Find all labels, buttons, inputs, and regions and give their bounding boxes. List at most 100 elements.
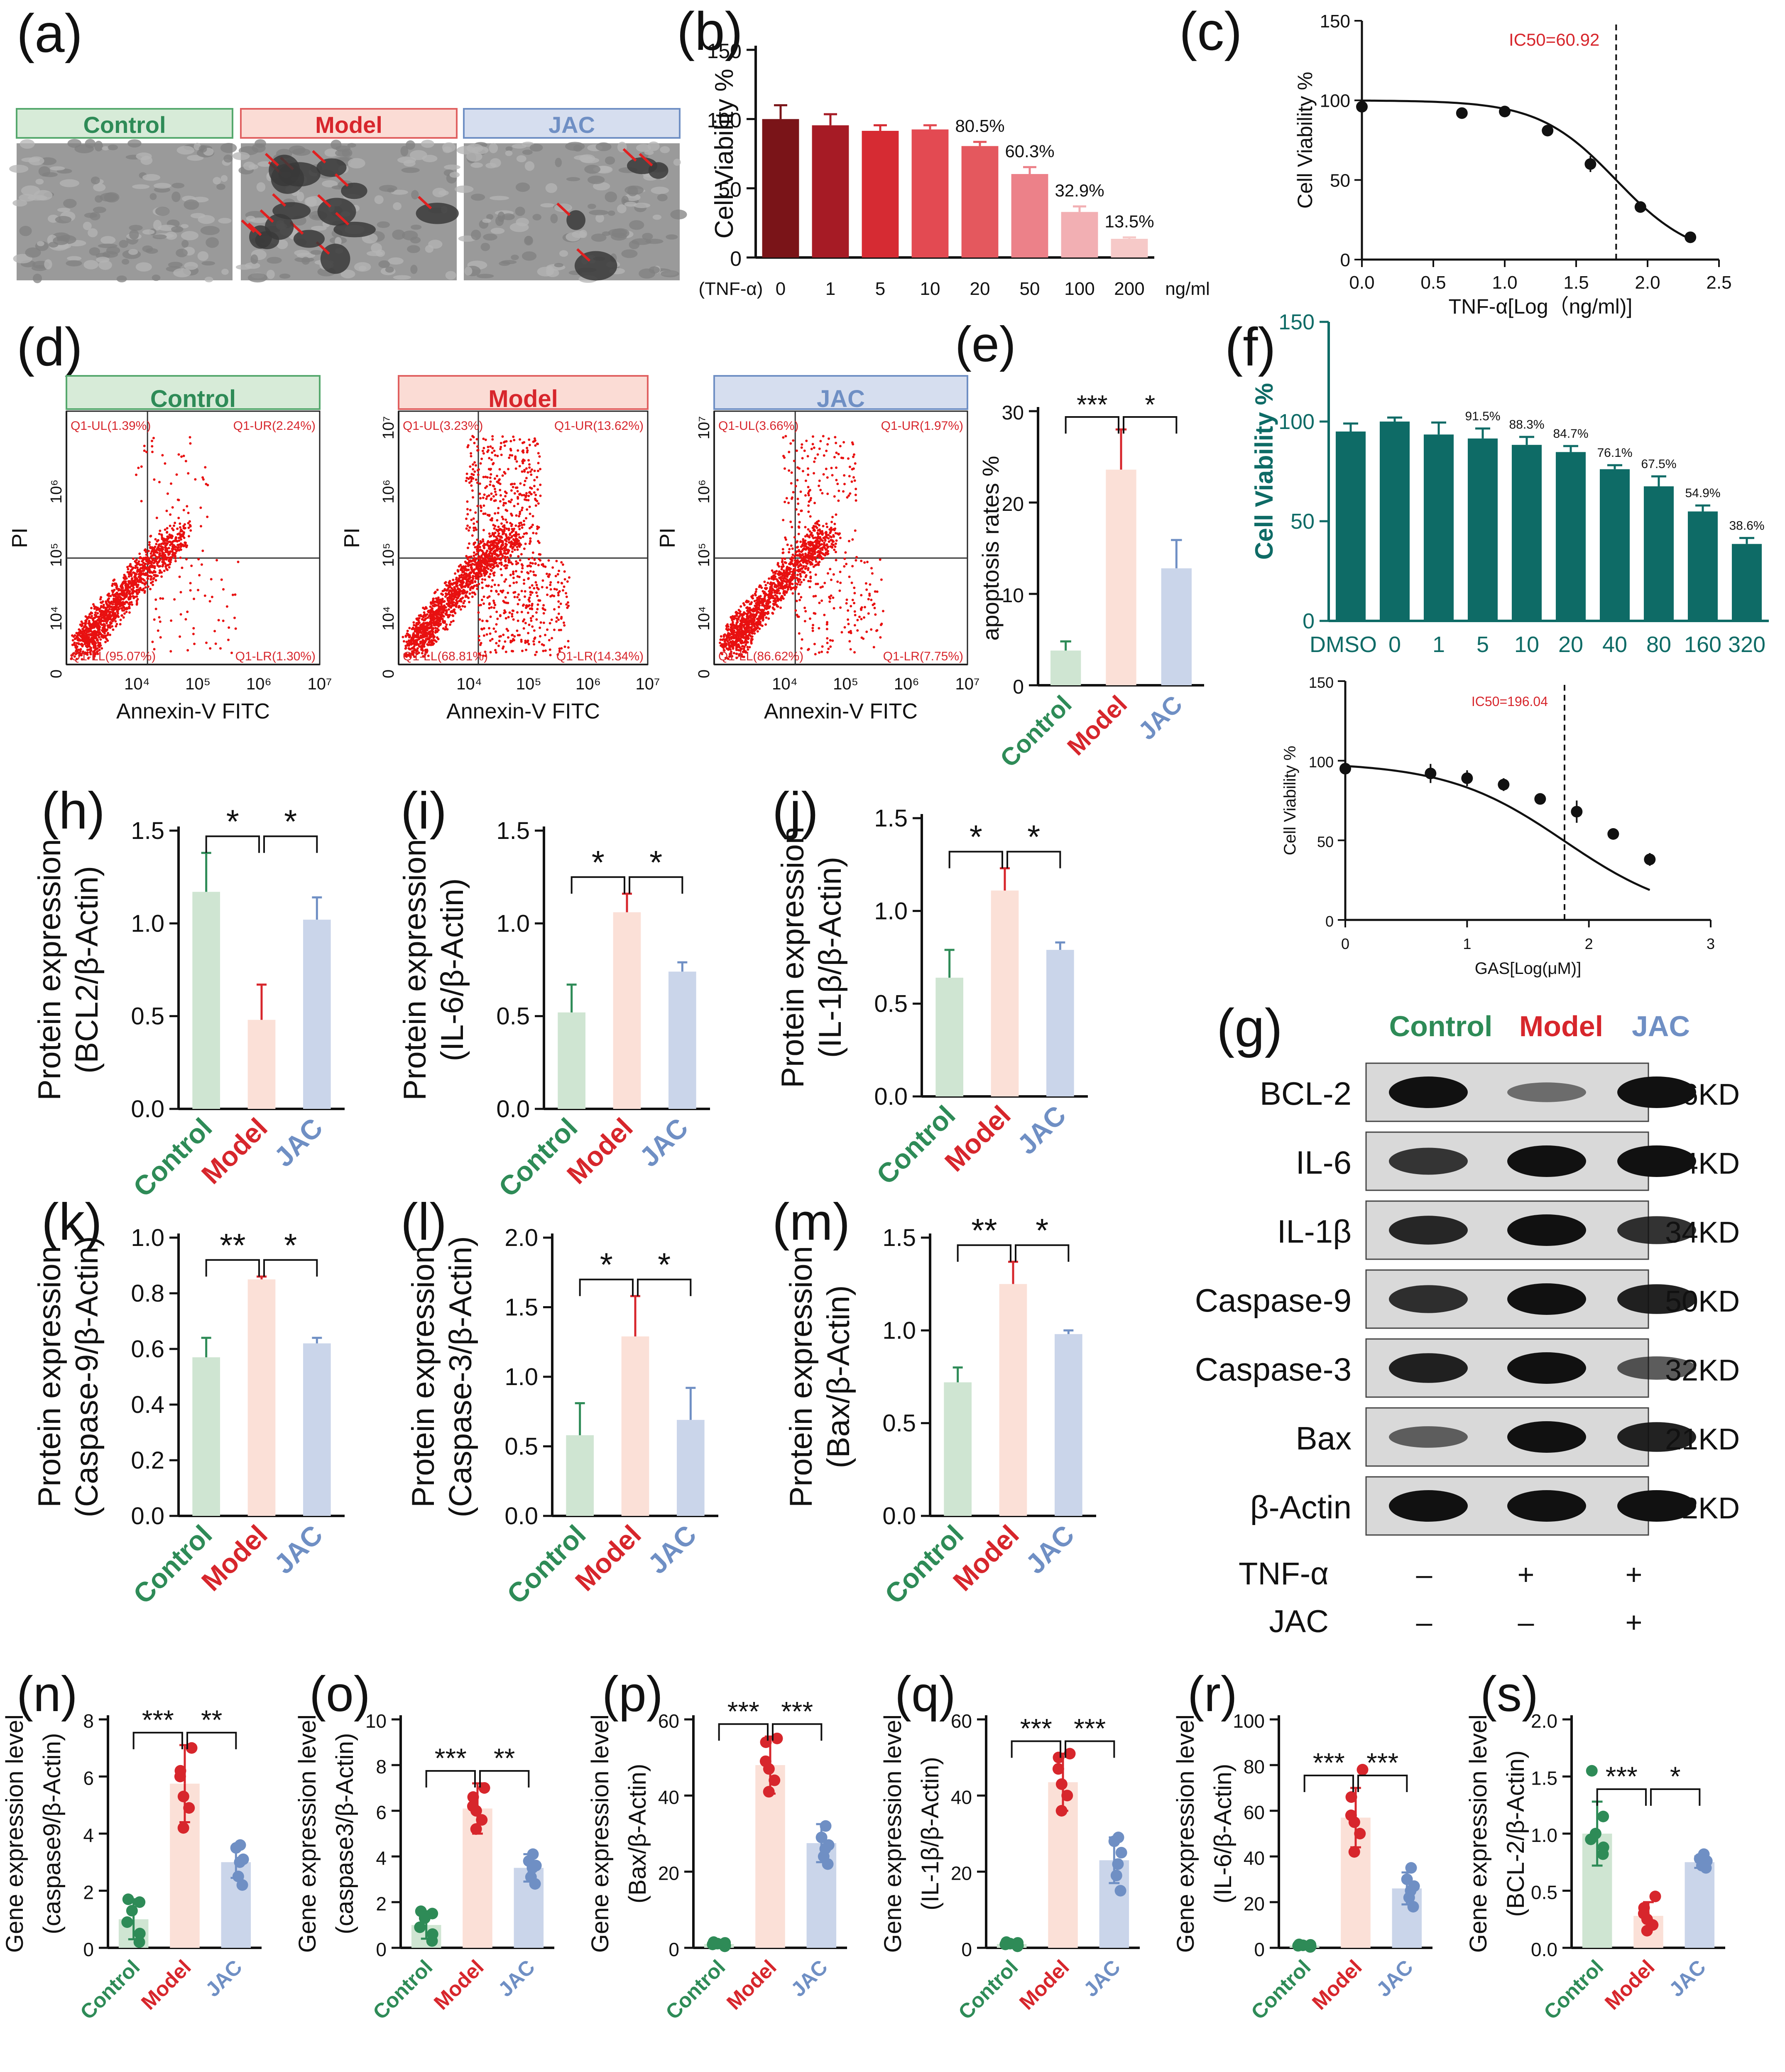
flow-event-dot (479, 462, 482, 465)
cell-texture (388, 257, 404, 265)
flow-event-dot (513, 596, 516, 598)
cell-texture (393, 275, 411, 280)
flow-event-dot (158, 571, 161, 574)
flow-event-dot (137, 466, 140, 469)
flow-event-dot (174, 555, 176, 558)
flow-event-dot (490, 458, 493, 461)
flow-event-dot (528, 444, 531, 446)
cell-texture (505, 150, 513, 156)
flow-event-dot (486, 495, 489, 498)
flow-event-dot (494, 603, 497, 606)
flow-event-dot (720, 635, 722, 638)
flow-event-dot (488, 607, 491, 610)
flow-event-dot (136, 598, 139, 601)
flow-event-dot (211, 596, 213, 598)
flow-event-dot (758, 586, 761, 588)
flow-event-dot (128, 611, 131, 614)
flow-event-dot (519, 482, 522, 485)
cell-texture (106, 246, 120, 255)
cell-texture (495, 216, 504, 226)
flow-event-dot (739, 649, 742, 652)
flow-event-dot (206, 483, 209, 486)
flow-event-dot (509, 561, 512, 564)
flow-event-dot (472, 468, 475, 471)
data-point-c (1584, 158, 1596, 170)
flow-event-dot (542, 621, 545, 624)
flow-event-dot (104, 611, 107, 614)
flow-event-dot (471, 489, 474, 492)
flow-event-dot (511, 547, 514, 550)
flow-event-dot (555, 620, 558, 623)
flow-event-dot (525, 492, 528, 495)
cell-texture (50, 166, 65, 171)
flow-event-dot (565, 603, 568, 606)
flow-event-dot (169, 525, 171, 527)
flow-event-dot (484, 438, 487, 441)
y-tick-label-c: 0 (1340, 250, 1350, 270)
flow-event-dot (187, 472, 190, 475)
flow-event-dot (481, 449, 484, 452)
cell-texture (464, 267, 473, 276)
flow-event-dot (160, 575, 163, 578)
flow-event-dot (521, 441, 524, 444)
flow-event-dot (134, 566, 137, 569)
flow-event-dot (453, 595, 456, 598)
flow-event-dot (171, 545, 174, 548)
flow-event-dot (485, 497, 488, 500)
flow-event-dot (548, 573, 551, 576)
flow-event-dot (479, 562, 482, 565)
flow-event-dot (179, 591, 182, 593)
flow-event-dot (526, 565, 529, 568)
flow-event-dot (422, 655, 425, 658)
flow-event-dot (418, 645, 421, 648)
flow-event-dot (105, 602, 108, 605)
x-tick-label-b: 50 (1020, 279, 1040, 299)
flow-event-dot (473, 571, 475, 574)
bar-b (961, 146, 999, 257)
cell-texture (296, 191, 304, 202)
flow-event-dot (502, 532, 505, 535)
flow-event-dot (412, 621, 415, 624)
flow-event-dot (476, 552, 479, 555)
flow-event-dot (546, 572, 548, 575)
flow-event-dot (478, 493, 481, 495)
flow-event-dot (486, 549, 489, 552)
flow-event-dot (759, 613, 762, 615)
flow-event-dot (782, 577, 785, 580)
flow-event-dot (535, 618, 538, 621)
cell-texture (19, 226, 32, 236)
bar-b (1011, 174, 1048, 257)
flow-event-dot (80, 620, 83, 623)
flow-event-dot (565, 592, 568, 595)
cell-texture (220, 143, 237, 153)
cell-texture (171, 226, 184, 233)
flow-event-dot (426, 629, 428, 632)
flow-event-dot (419, 626, 422, 629)
cell-texture (411, 190, 419, 200)
flow-event-dot (743, 641, 746, 644)
cell-texture (591, 233, 607, 242)
flow-event-dot (119, 623, 122, 625)
flow-event-dot (118, 593, 121, 596)
x-tick-label-b: 1 (825, 279, 835, 299)
flow-event-dot (144, 551, 147, 554)
flow-event-dot (156, 564, 159, 567)
flow-event-dot (535, 591, 538, 594)
flow-event-dot (529, 593, 532, 596)
flow-event-dot (737, 649, 740, 652)
flow-event-dot (446, 584, 448, 587)
flow-event-dot (151, 559, 154, 562)
flow-event-dot (421, 640, 424, 643)
x-axis-label-c: TNF-α[Log（ng/ml)] (1449, 295, 1633, 318)
flow-event-dot (123, 612, 126, 615)
y-tick-label-b: 50 (718, 178, 742, 201)
cell-texture (385, 267, 394, 273)
red-arrow-icon (418, 196, 432, 210)
cell-texture (127, 139, 142, 148)
flow-event-dot (435, 620, 438, 623)
flow-event-dot (492, 484, 495, 487)
cell-texture (108, 144, 118, 150)
flow-event-dot (448, 589, 451, 592)
flow-event-dot (527, 499, 530, 502)
flow-event-dot (484, 650, 487, 653)
